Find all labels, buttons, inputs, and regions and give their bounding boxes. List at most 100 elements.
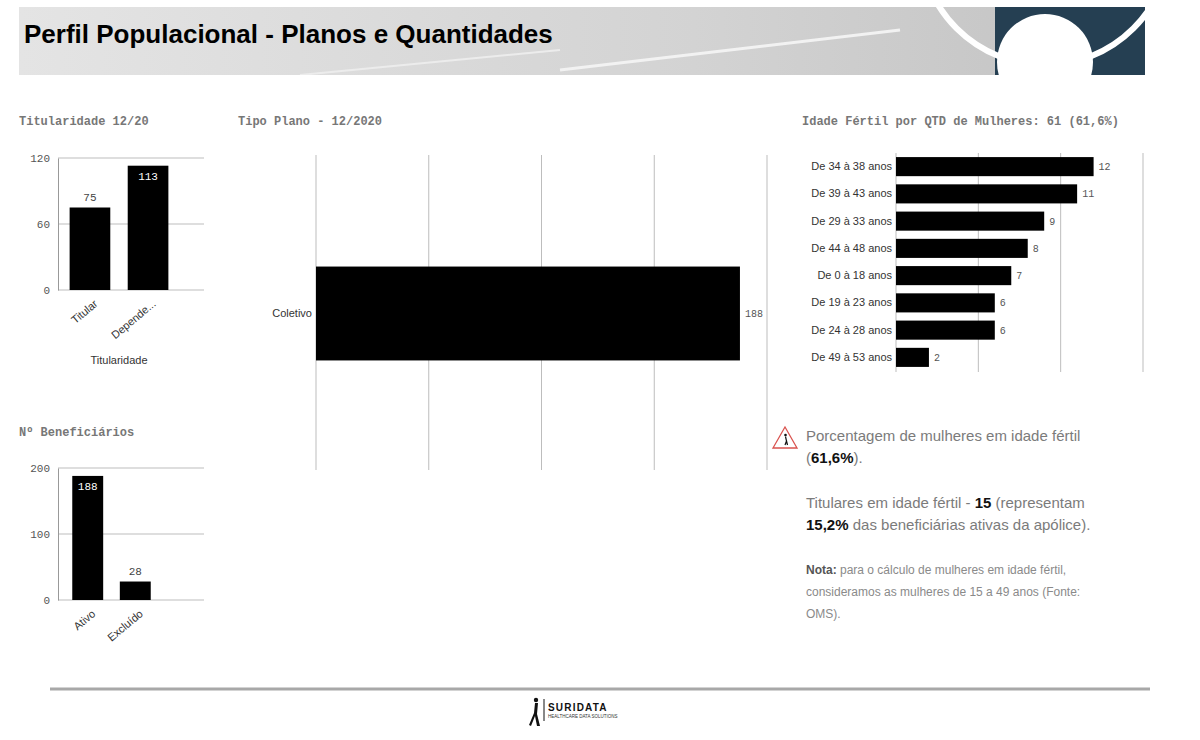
note-text: Titulares em idade fértil - [806,494,975,511]
data-label: 12 [1099,162,1111,173]
note: Porcentagem de mulheres em idade fértil … [806,425,1111,469]
logo-text: SURIDATA [548,702,608,713]
bar [896,348,929,367]
y-tick: 120 [30,153,58,165]
header-disc [997,14,1093,75]
y-axis: 0 60 120 [30,153,58,297]
x-tick: Titular [69,290,100,326]
data-label: 11 [1082,189,1094,200]
x-tick-label: Titular [69,297,100,326]
page-title: Perfil Populacional - Planos e Quantidad… [24,19,553,49]
data-label: 6 [1000,298,1006,309]
bar [896,157,1094,176]
y-tick-label: 200 [30,463,50,475]
warning-triangle [773,427,797,448]
note: Titulares em idade fértil - 15 (represen… [806,492,1111,536]
grid-line [1143,153,1144,372]
note-text: para o cálculo de mulheres em idade fért… [806,563,1080,621]
header: Perfil Populacional - Planos e Quantidad… [19,0,1170,110]
logo-figure-head [534,698,538,702]
y-tick: 0 [43,285,58,297]
chart-panel: Titularidade 12/20 0 60 120 Titular Depende..… [19,115,204,366]
footer-rule [50,688,1150,691]
x-tick: Depende... [109,290,158,341]
warning-figure-head [784,434,787,437]
note-strong: Nota: [806,563,837,577]
y-tick: 100 [30,529,58,541]
x-axis-title: Titularidade [90,354,147,366]
chart-title: Nº Beneficiários [19,426,134,440]
y-tick-label: De 39 à 43 anos [811,187,892,199]
y-tick-label: De 34 à 38 anos [811,160,892,172]
warning-icon [773,427,797,448]
y-tick-label: De 44 à 48 anos [811,242,892,254]
grid [58,158,204,290]
data-label: 2 [934,353,940,364]
y-tick-label: De 49 à 53 anos [811,351,892,363]
data-label: 188 [78,481,98,493]
bar [896,266,1011,285]
y-tick: Coletivo [272,307,316,319]
logo-divider [544,699,545,721]
note-text: das beneficiárias ativas da apólice). [849,516,1091,533]
y-tick-label: De 24 à 28 anos [811,324,892,336]
grid [896,153,1143,372]
y-tick-label: 100 [30,529,50,541]
y-axis: Coletivo [272,307,316,319]
bar [896,184,1077,203]
bars [70,166,169,290]
page: Perfil Populacional - Planos e Quantidad… [0,0,1200,740]
y-tick-label: 0 [43,595,50,607]
y-tick-label: De 19 à 23 anos [811,296,892,308]
y-axis-line [58,159,59,291]
x-tick: Excluído [105,600,145,644]
data-labels: 188 28 [78,481,142,578]
grid-line [58,158,204,159]
note-strong: 15,2% [806,516,849,533]
note-strong: 61,6% [811,449,854,466]
x-tick-label: Ativo [71,607,97,632]
y-tick: De 29 à 33 anos [811,215,896,227]
x-tick: Ativo [71,600,97,632]
y-tick: De 39 à 43 anos [811,187,896,199]
y-tick: De 24 à 28 anos [811,324,896,336]
data-labels: 75113 [83,171,158,204]
grid [316,155,767,470]
chart-title: Tipo Plano - 12/2020 [238,115,382,129]
data-label: 28 [129,566,142,578]
bar [896,293,995,312]
y-tick-label: Coletivo [272,307,312,319]
y-tick: 200 [30,463,58,475]
y-tick: De 34 à 38 anos [811,160,896,172]
data-label: 75 [83,192,96,204]
y-tick: 0 [43,595,58,607]
logo-tagline: HEALTHCARE DATA SOLUTIONS [548,714,618,719]
y-tick-label: De 0 à 18 anos [817,269,892,281]
y-tick: De 49 à 53 anos [811,351,896,363]
x-tick-label: Depende... [109,297,158,341]
note-text: (representam [991,494,1084,511]
note-text: ). [854,449,863,466]
data-labels: 188 [745,309,763,320]
bars [896,157,1094,367]
y-tick: De 19 à 23 anos [811,296,896,308]
bar [896,212,1044,231]
grid-line [58,468,204,469]
y-axis: 0 100 200 [30,463,58,607]
warning-figure-body [785,437,788,446]
chart-title: Titularidade 12/20 [19,115,149,129]
chart-panel: Tipo Plano - 12/2020 Coletivo 188 [238,115,767,470]
y-tick-label: De 29 à 33 anos [811,215,892,227]
data-label: 8 [1033,244,1039,255]
data-label: 188 [745,309,763,320]
data-labels: 1211987662 [934,162,1111,364]
y-tick: 60 [37,219,58,231]
chart-panel: Nº Beneficiários 0 100 200 Ativo Excluído 188 2… [19,426,204,644]
bar [316,267,740,361]
chart-panel: Idade Fértil por QTD de Mulheres: 61 (61… [802,115,1143,372]
x-axis: Titular Depende... [69,290,158,341]
bar [72,476,103,600]
footer: SURIDATAHEALTHCARE DATA SOLUTIONS [50,689,1150,726]
y-axis: De 34 à 38 anos De 39 à 43 anos De 29 à 33… [811,160,896,363]
y-tick-label: 120 [30,153,50,165]
